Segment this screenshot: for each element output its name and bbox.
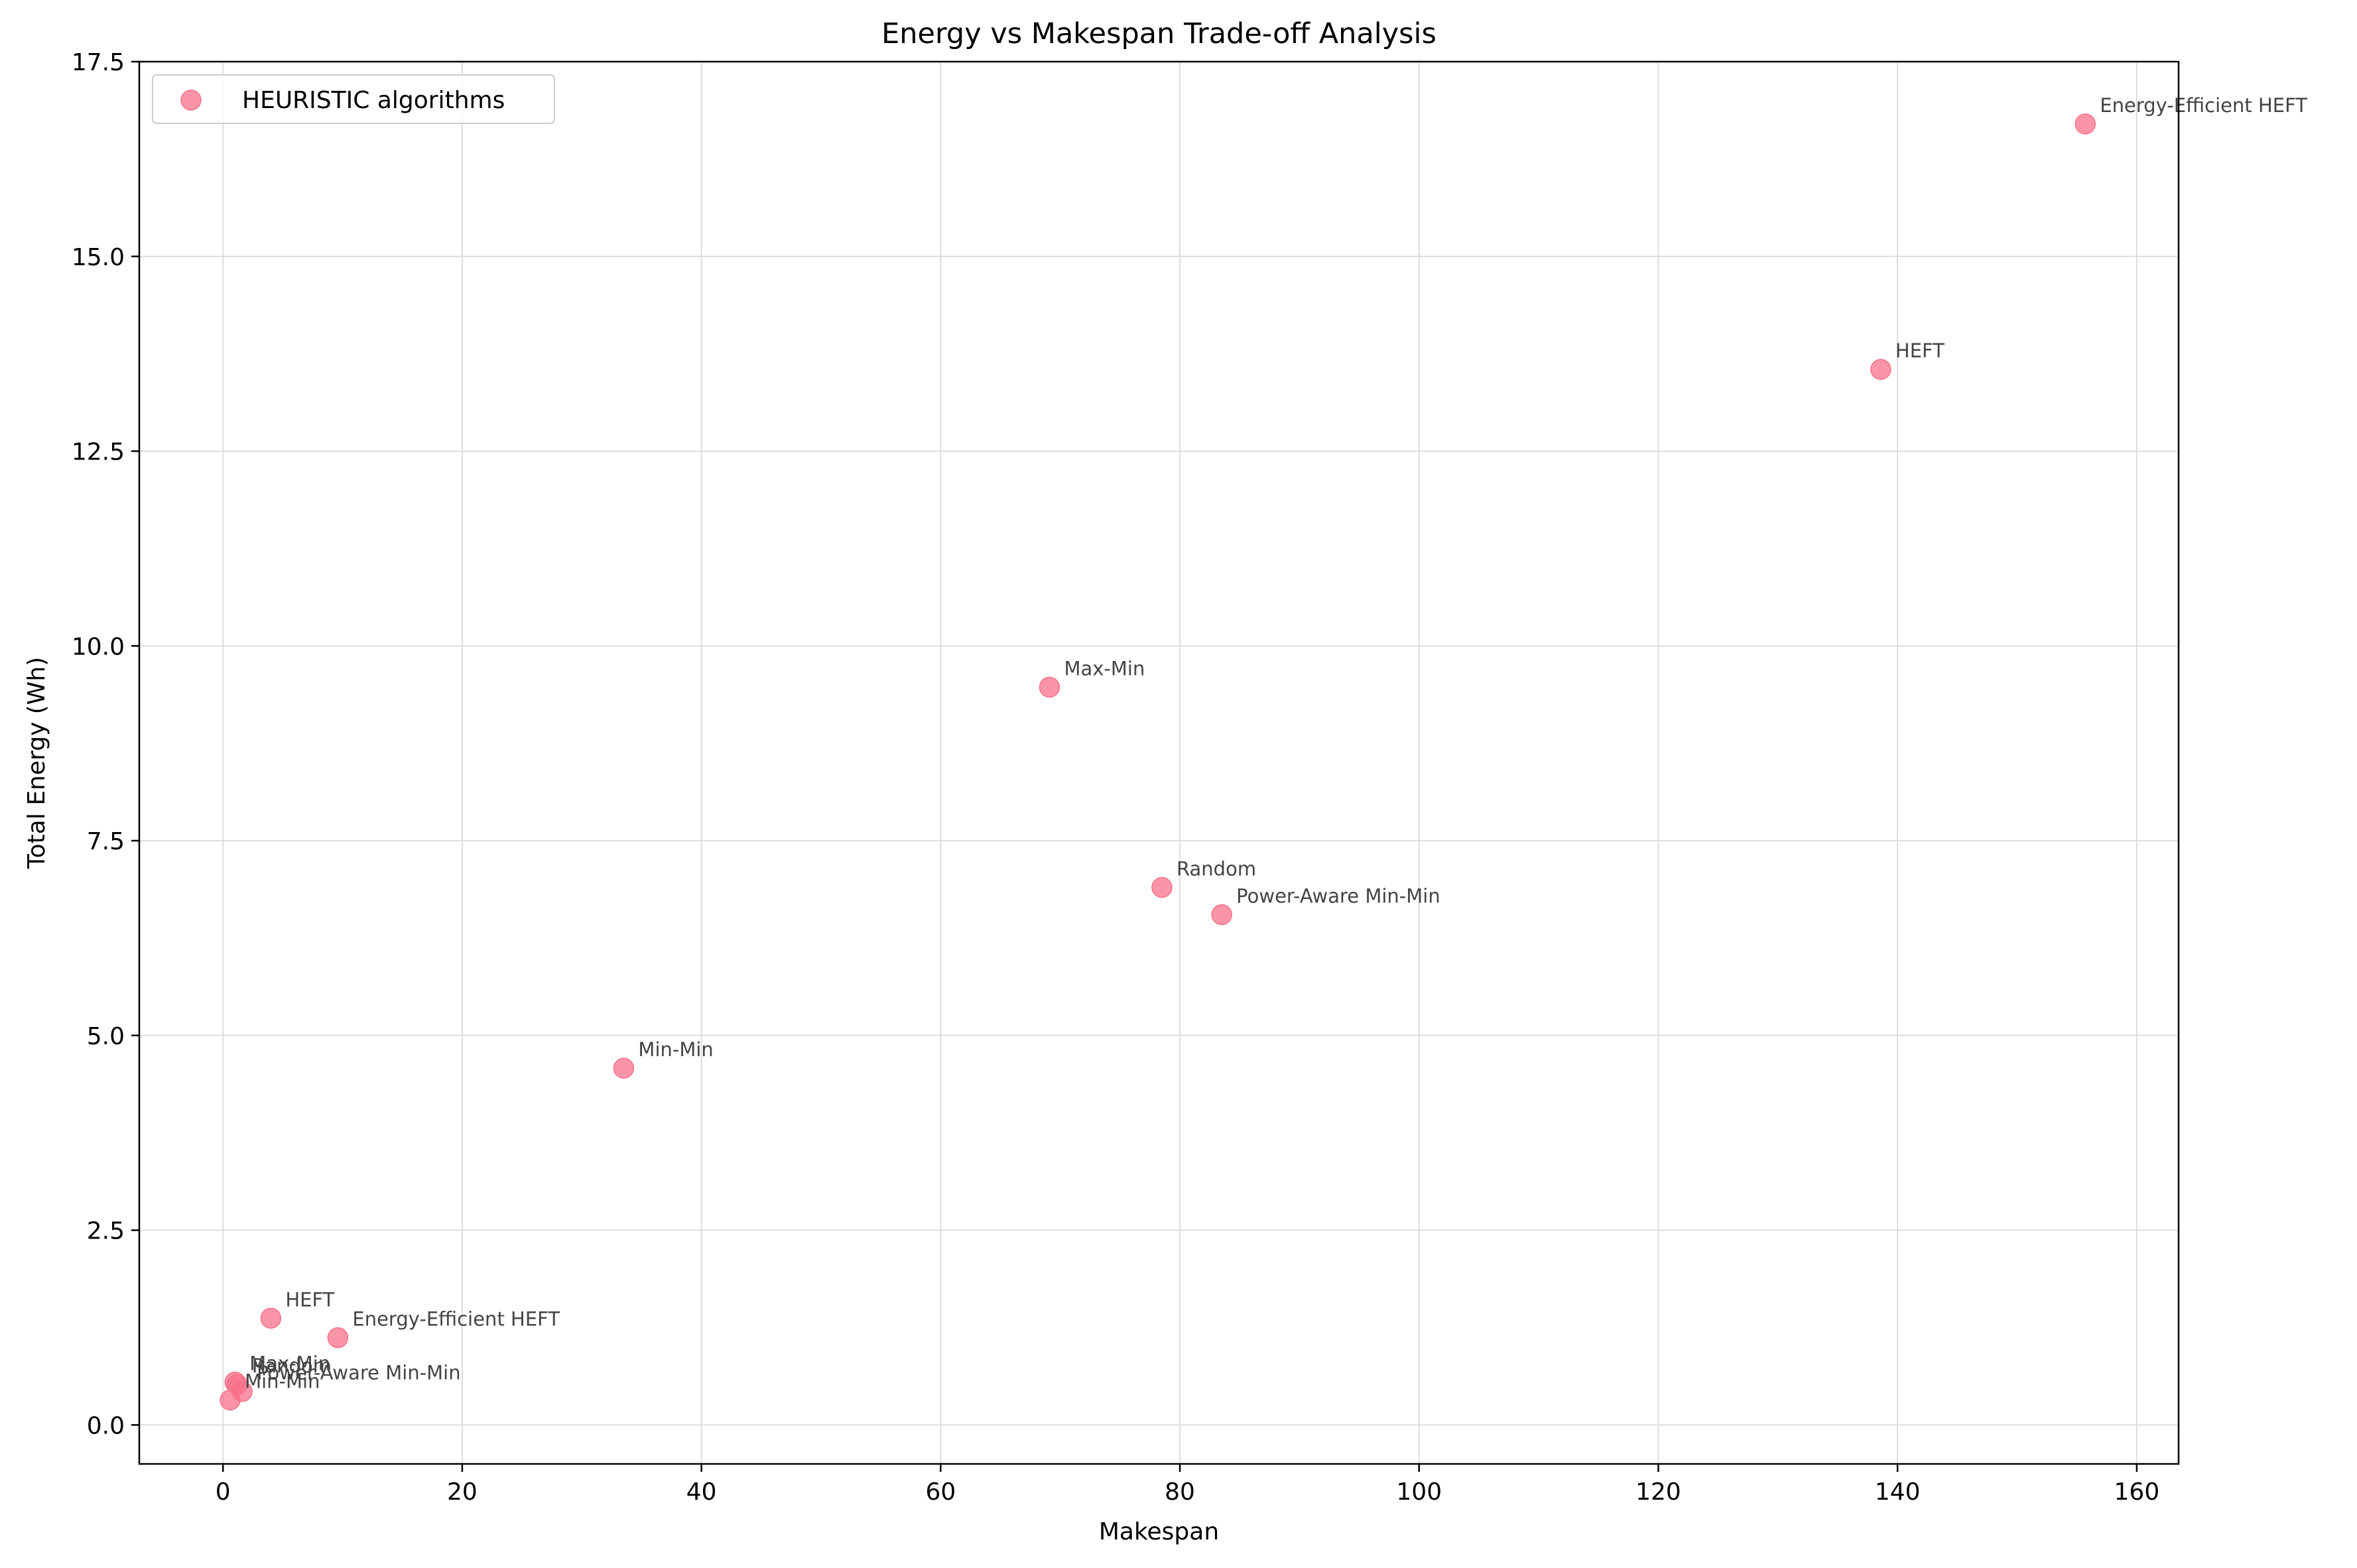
data-point xyxy=(2074,113,2096,135)
x-tick-label: 0 xyxy=(216,1478,231,1506)
point-annotations: Energy-Efficient HEFTHEFTMax-MinRandomPo… xyxy=(245,94,2307,1393)
y-tick-label: 0.0 xyxy=(87,1412,125,1439)
data-point xyxy=(220,1389,241,1411)
point-label: Max-Min xyxy=(249,1353,330,1375)
point-label: Random xyxy=(1177,858,1256,880)
data-point xyxy=(327,1327,349,1349)
legend-label: HEURISTIC algorithms xyxy=(242,87,505,114)
data-point xyxy=(613,1057,635,1079)
point-label: Max-Min xyxy=(1064,658,1145,680)
x-tick-label: 140 xyxy=(1875,1478,1921,1506)
x-tick-label: 20 xyxy=(447,1478,478,1506)
data-point xyxy=(1151,876,1173,898)
point-label: Power-Aware Min-Min xyxy=(1236,885,1440,908)
x-axis-ticks: 0 20 40 60 80 100 120 140 160 xyxy=(216,1464,2159,1506)
x-tick-label: 40 xyxy=(686,1478,717,1506)
y-tick-label: 17.5 xyxy=(72,49,125,76)
data-point xyxy=(1211,904,1232,926)
legend-box xyxy=(152,74,555,124)
y-tick-label: 10.0 xyxy=(72,633,125,660)
y-axis-label: Total Energy (Wh) xyxy=(23,657,50,870)
data-point xyxy=(1039,676,1060,698)
data-points xyxy=(220,113,2096,1411)
x-axis-label: Makespan xyxy=(1099,1518,1219,1545)
y-tick-label: 5.0 xyxy=(87,1023,125,1050)
point-label: Random xyxy=(252,1355,332,1377)
point-label: HEFT xyxy=(1895,339,1944,362)
point-label: Min-Min xyxy=(638,1038,713,1061)
y-axis-ticks: 0.0 2.5 5.0 7.5 10.0 12.5 15.0 17.5 xyxy=(72,49,139,1439)
chart-title: Energy vs Makespan Trade-off Analysis xyxy=(881,17,1436,50)
point-label: Min-Min xyxy=(245,1370,320,1393)
x-tick-label: 160 xyxy=(2114,1478,2160,1506)
y-tick-label: 7.5 xyxy=(87,828,125,855)
point-label: Energy-Efficient HEFT xyxy=(2100,94,2307,117)
x-tick-label: 60 xyxy=(925,1478,956,1506)
plot-frame xyxy=(138,60,2180,1465)
x-tick-label: 100 xyxy=(1396,1478,1442,1506)
data-point xyxy=(1870,359,1891,380)
legend: HEURISTIC algorithms xyxy=(152,74,555,124)
y-tick-label: 12.5 xyxy=(72,439,125,466)
point-label: HEFT xyxy=(285,1288,334,1311)
data-point xyxy=(260,1307,282,1329)
point-label: Energy-Efficient HEFT xyxy=(352,1308,560,1331)
point-label: Power-Aware Min-Min xyxy=(257,1362,461,1384)
x-tick-label: 80 xyxy=(1165,1478,1195,1506)
y-tick-label: 15.0 xyxy=(72,244,125,271)
y-tick-label: 2.5 xyxy=(87,1218,125,1245)
legend-marker xyxy=(180,90,202,111)
x-tick-label: 120 xyxy=(1635,1478,1681,1506)
